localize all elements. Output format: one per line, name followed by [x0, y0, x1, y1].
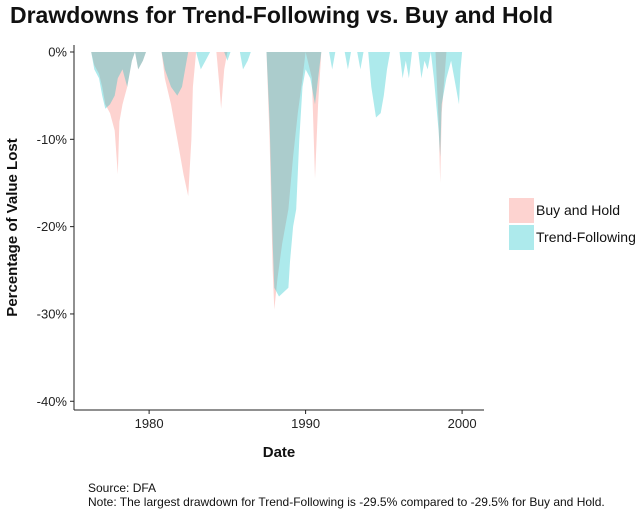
source-note: Source: DFA	[88, 481, 157, 495]
x-tick-label: 1980	[135, 416, 164, 431]
axis-layer: 0% -10% -20% -30% -40% 1980 1990 2000	[37, 44, 484, 431]
legend-key-buy-and-hold	[509, 198, 534, 223]
y-axis-title: Percentage of Value Lost	[4, 138, 21, 316]
footer: Source: DFA Note: The largest drawdown f…	[88, 481, 605, 509]
y-tick-label: 0%	[48, 44, 67, 59]
legend: Buy and Hold Trend-Following	[509, 198, 636, 250]
x-axis-title: Date	[263, 444, 296, 461]
series-area-trend-following	[91, 52, 463, 297]
legend-label: Trend-Following	[536, 229, 636, 245]
x-tick-label: 1990	[291, 416, 320, 431]
y-tick-label: -30%	[37, 306, 68, 321]
y-tick-label: -20%	[37, 219, 68, 234]
chart-title: Drawdowns for Trend-Following vs. Buy an…	[10, 2, 554, 28]
legend-label: Buy and Hold	[536, 202, 620, 218]
y-tick-label: -40%	[37, 394, 68, 409]
legend-key-trend-following	[509, 225, 534, 250]
series-layer	[91, 52, 463, 310]
series-area-buy-and-hold	[91, 52, 447, 310]
x-tick-label: 2000	[448, 416, 477, 431]
drawdown-note: Note: The largest drawdown for Trend-Fol…	[88, 495, 605, 509]
y-tick-label: -10%	[37, 132, 68, 147]
